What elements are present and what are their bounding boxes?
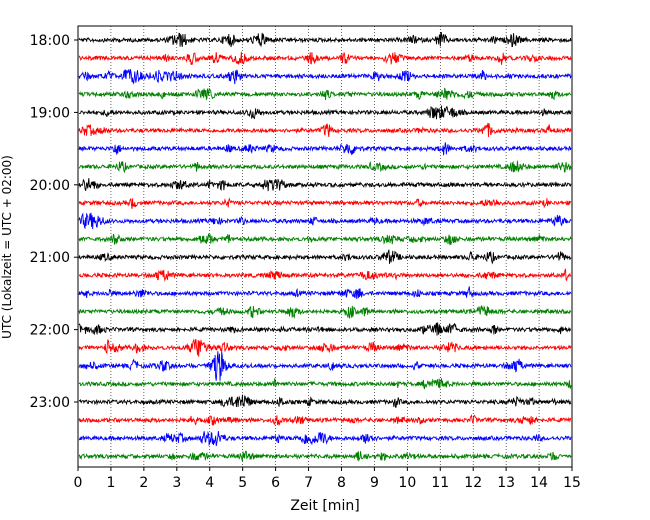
y-tick-label: 23:00: [30, 395, 70, 411]
trace-row: [78, 178, 572, 192]
trace-rows: [78, 32, 572, 462]
x-tick-label: 11: [431, 475, 449, 491]
x-tick-label: 13: [497, 475, 515, 491]
trace-row: [78, 450, 572, 462]
x-tick-label: 7: [304, 475, 313, 491]
y-tick-label: 19:00: [30, 105, 70, 121]
y-tick-label: 20:00: [30, 178, 70, 194]
x-tick-label: 6: [271, 475, 280, 491]
trace-row: [78, 304, 572, 319]
x-tick-label: 2: [139, 475, 148, 491]
x-axis-ticks: 0 1 2 3 4 5 6 7 8 9 10 11 12 13 14 15: [74, 467, 581, 491]
x-tick-label: 14: [530, 475, 548, 491]
trace-row: [78, 322, 572, 336]
x-tick-label: 5: [238, 475, 247, 491]
trace-row: [78, 430, 572, 447]
x-tick-label: 3: [172, 475, 181, 491]
x-tick-label: 8: [337, 475, 346, 491]
y-tick-label: 22:00: [30, 323, 70, 339]
x-tick-label: 15: [563, 475, 581, 491]
trace-row: [78, 377, 572, 390]
trace-row: [78, 51, 572, 65]
y-tick-label: 18:00: [30, 33, 70, 49]
trace-row: [78, 87, 572, 101]
trace-row: [78, 142, 572, 156]
x-tick-label: 4: [205, 475, 214, 491]
trace-row: [78, 268, 572, 282]
x-tick-label: 12: [464, 475, 482, 491]
trace-row: [78, 338, 572, 357]
trace-row: [78, 105, 572, 120]
x-tick-label: 9: [370, 475, 379, 491]
y-axis-ticks: 18:00 19:00 20:00 21:00 22:00 23:00: [30, 33, 78, 411]
trace-row: [78, 233, 572, 245]
x-tick-label: 0: [74, 475, 83, 491]
x-tick-label: 10: [398, 475, 416, 491]
trace-row: [78, 286, 572, 300]
trace-row: [78, 122, 572, 137]
y-tick-label: 21:00: [30, 250, 70, 266]
trace-row: [78, 32, 572, 48]
y-axis-label: UTC (Lokalzeit = UTC + 02:00): [0, 155, 14, 339]
trace-row: [78, 69, 572, 85]
x-axis-label: Zeit [min]: [290, 498, 359, 514]
x-tick-label: 1: [106, 475, 115, 491]
trace-row: [78, 394, 572, 408]
plot-frame: [77, 25, 573, 468]
trace-row: [78, 249, 572, 265]
trace-row: [78, 351, 572, 381]
trace-row: [78, 197, 572, 209]
trace-row: [78, 414, 572, 426]
trace-row: [78, 212, 572, 230]
trace-row: [78, 160, 572, 174]
